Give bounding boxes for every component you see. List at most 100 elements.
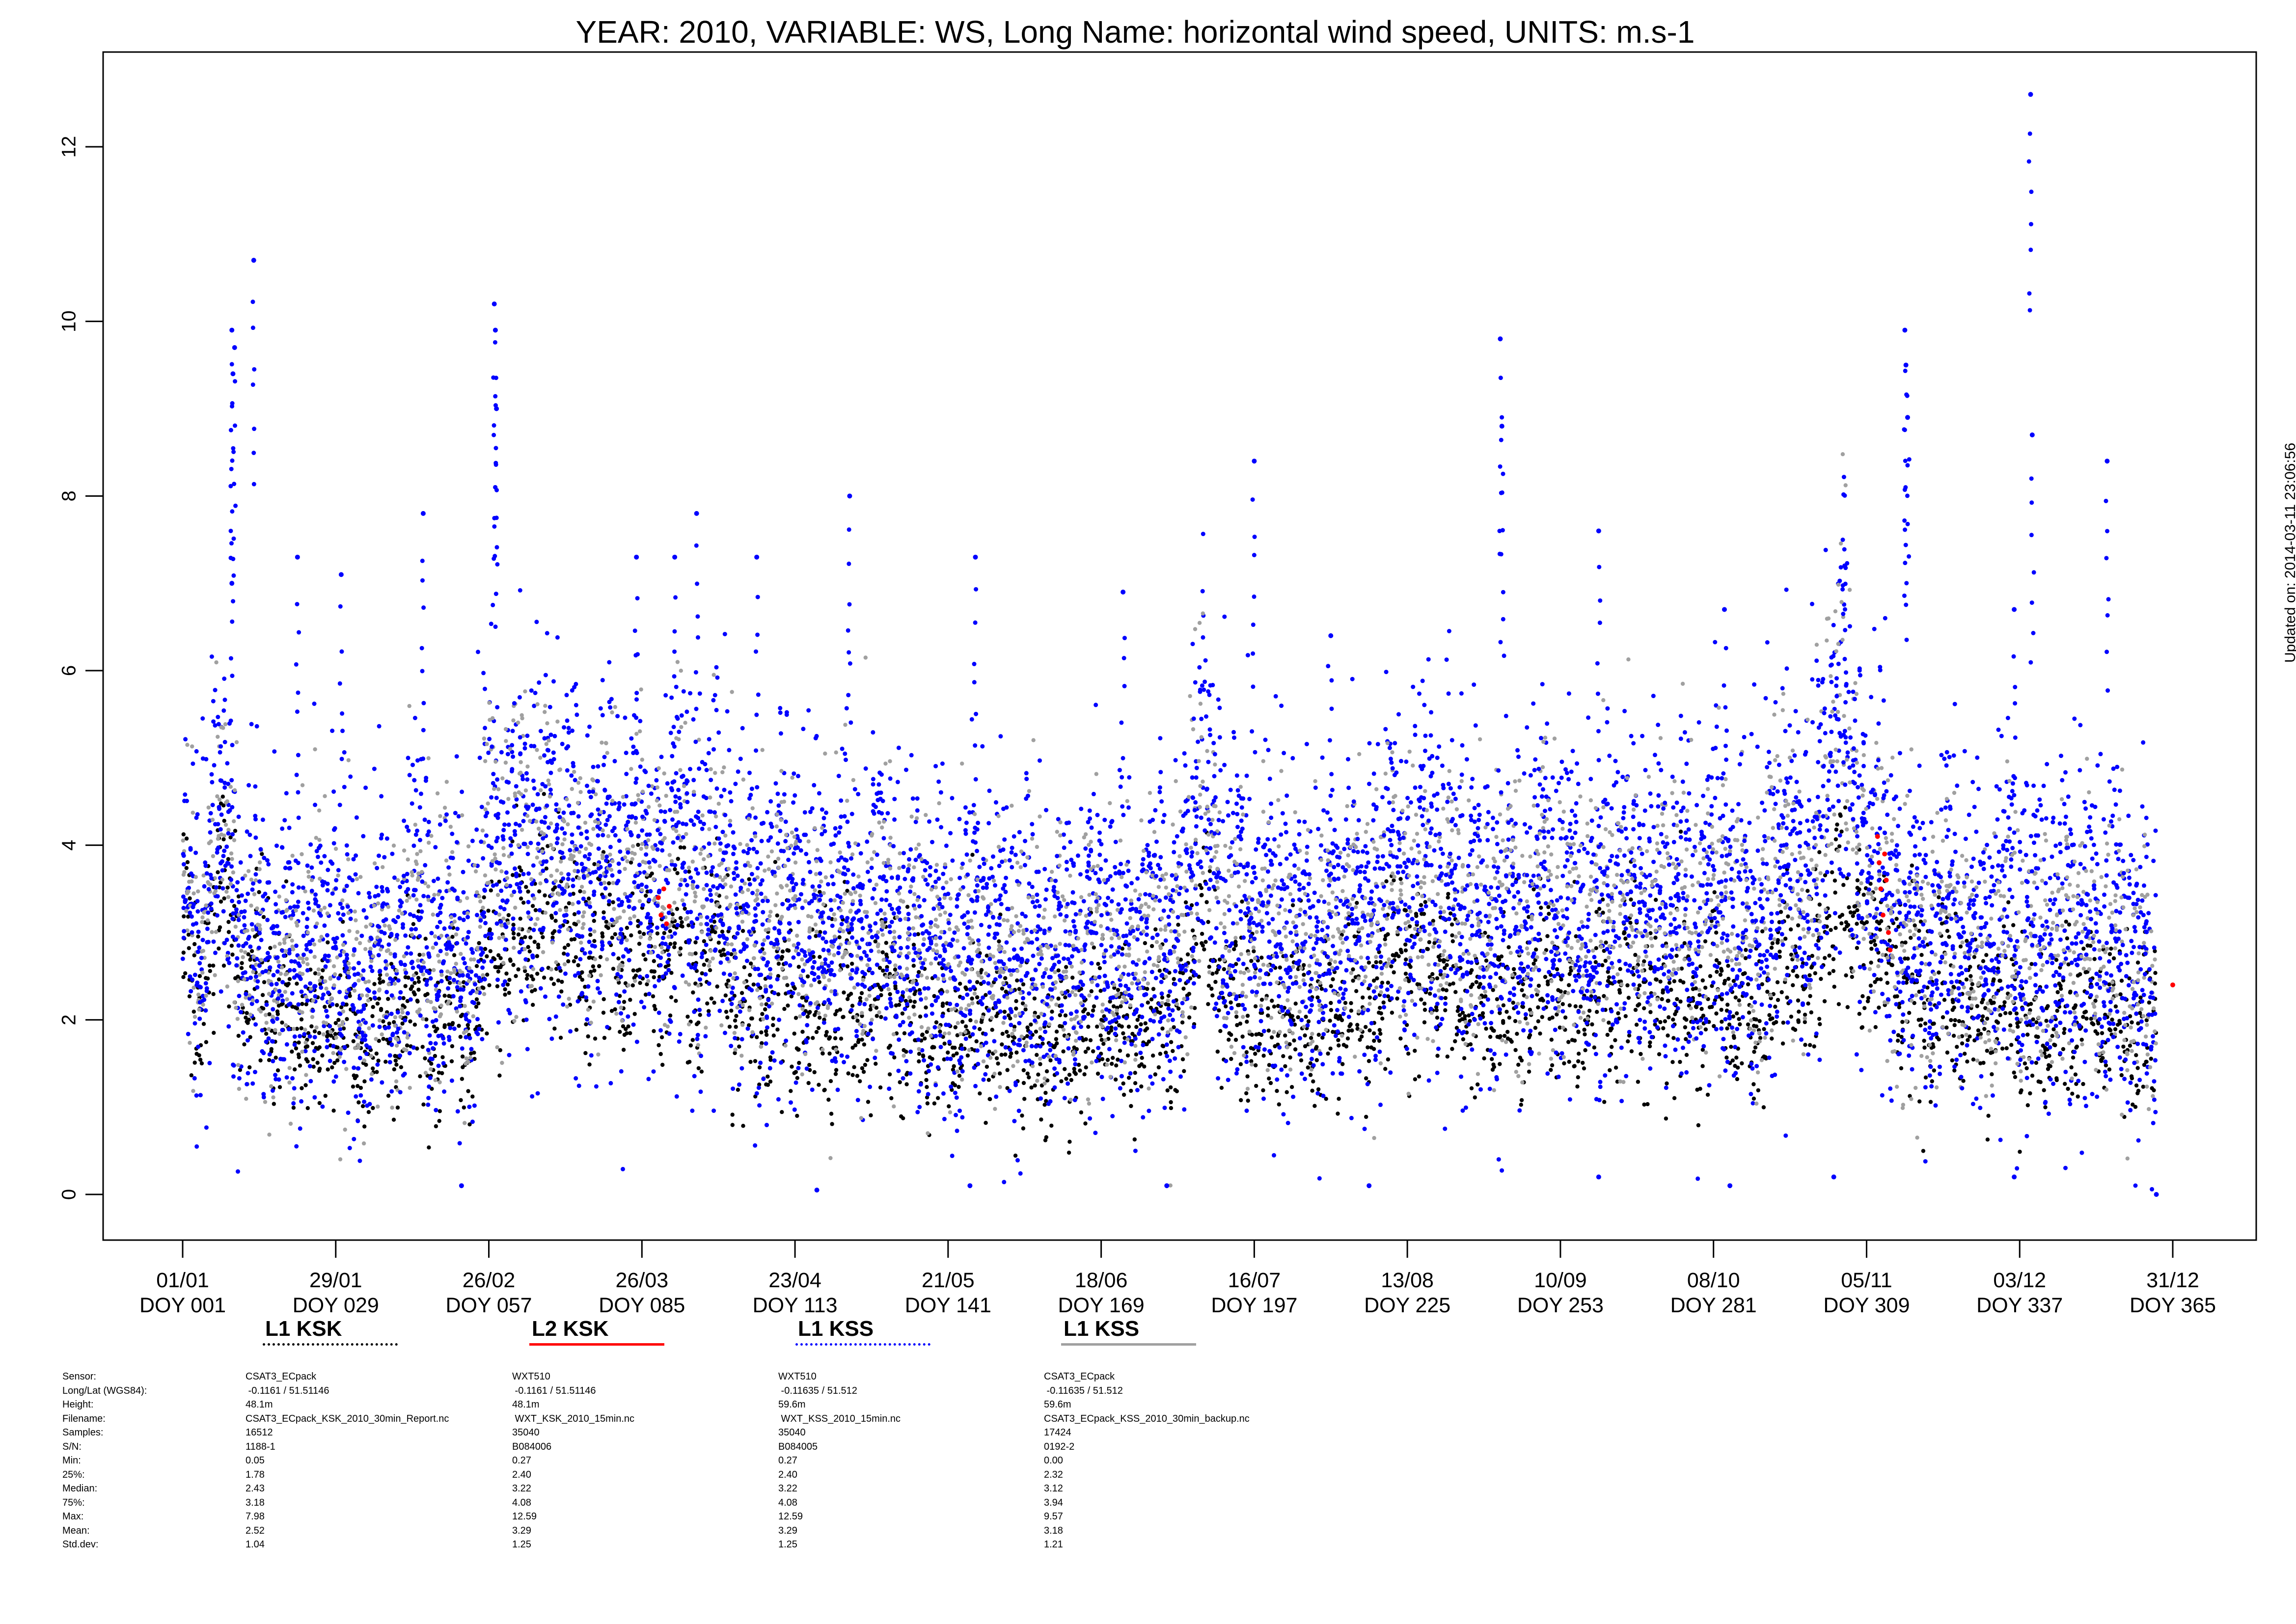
data-point: [281, 884, 286, 889]
data-point: [1430, 972, 1435, 976]
data-point: [887, 924, 892, 929]
data-point: [1809, 1010, 1813, 1015]
data-point: [683, 906, 687, 911]
data-point: [1261, 1088, 1265, 1093]
data-point: [1781, 1020, 1785, 1025]
data-point: [192, 1060, 197, 1065]
data-point: [530, 989, 534, 994]
data-point: [411, 893, 416, 898]
data-point: [1334, 1013, 1338, 1018]
data-point: [883, 917, 888, 921]
data-point: [470, 1094, 475, 1099]
data-point: [749, 872, 754, 876]
data-point: [774, 937, 779, 942]
data-point: [890, 906, 894, 911]
data-point: [1156, 1065, 1161, 1070]
data-point: [652, 969, 657, 974]
data-point: [984, 1121, 988, 1125]
data-point: [607, 881, 611, 886]
data-point: [908, 1071, 913, 1076]
data-point: [1025, 1025, 1030, 1030]
data-point: [361, 1003, 366, 1008]
data-point: [1855, 878, 1860, 883]
data-point: [1725, 1026, 1729, 1030]
data-point: [754, 1091, 759, 1096]
data-point: [467, 1036, 472, 1041]
data-point: [904, 767, 908, 772]
data-point: [1813, 971, 1817, 975]
data-point: [755, 1035, 759, 1039]
data-point: [353, 872, 358, 877]
data-point: [1546, 905, 1551, 909]
data-point: [1398, 1036, 1403, 1041]
data-point: [1767, 1013, 1772, 1017]
data-point: [884, 1006, 889, 1011]
data-point: [1827, 971, 1832, 976]
data-point: [984, 953, 989, 958]
data-point: [475, 913, 479, 918]
data-point: [1816, 938, 1821, 943]
data-point: [472, 1051, 476, 1055]
data-point: [872, 887, 876, 892]
data-point: [740, 929, 745, 933]
data-point: [708, 968, 712, 973]
data-point: [1700, 978, 1705, 983]
data-point: [408, 1019, 412, 1024]
data-point: [755, 866, 760, 870]
data-point: [680, 973, 685, 978]
data-point: [235, 880, 240, 885]
data-point: [695, 1036, 700, 1041]
data-point: [1841, 883, 1846, 887]
data-point: [1000, 1042, 1004, 1047]
data-point: [1622, 930, 1627, 935]
data-point: [371, 1106, 375, 1110]
data-point: [1438, 958, 1442, 962]
data-point: [1145, 987, 1149, 991]
data-point: [801, 1011, 806, 1016]
data-point: [1166, 1002, 1171, 1007]
data-point: [1398, 877, 1403, 881]
data-point: [1671, 1036, 1676, 1040]
data-point: [317, 1101, 322, 1106]
data-point: [573, 973, 577, 978]
data-point: [550, 916, 554, 920]
data-point: [537, 680, 542, 685]
data-point: [1513, 1019, 1518, 1024]
data-point: [511, 754, 516, 759]
data-point: [979, 968, 984, 973]
data-point: [405, 1011, 410, 1016]
data-point: [658, 955, 663, 960]
data-point: [1731, 1014, 1736, 1019]
data-point: [775, 1028, 780, 1032]
data-point: [403, 984, 408, 988]
data-point: [389, 1089, 394, 1094]
data-point: [1244, 1050, 1249, 1055]
data-point: [1249, 959, 1254, 963]
data-point: [731, 830, 736, 835]
data-point: [1244, 1091, 1249, 1096]
data-point: [1058, 1013, 1062, 1018]
data-point: [1254, 1083, 1258, 1088]
data-point: [1097, 966, 1102, 971]
data-point: [634, 1039, 639, 1044]
data-point: [1277, 1102, 1281, 1107]
data-point: [1448, 982, 1452, 987]
data-point: [314, 849, 319, 854]
data-point: [273, 1077, 278, 1082]
data-point: [1207, 869, 1212, 873]
data-point: [586, 1034, 590, 1039]
data-point: [1904, 980, 1909, 985]
data-point: [481, 986, 486, 990]
data-point: [1377, 1028, 1382, 1032]
data-point: [1597, 907, 1602, 911]
data-point: [543, 815, 547, 819]
data-point: [645, 974, 650, 978]
data-point: [199, 1061, 204, 1066]
data-point: [911, 964, 916, 968]
data-point: [1968, 974, 1973, 978]
data-point: [1717, 961, 1722, 966]
data-point: [2092, 957, 2097, 961]
data-point: [291, 1106, 296, 1110]
data-point: [390, 965, 395, 970]
data-point: [897, 935, 902, 940]
